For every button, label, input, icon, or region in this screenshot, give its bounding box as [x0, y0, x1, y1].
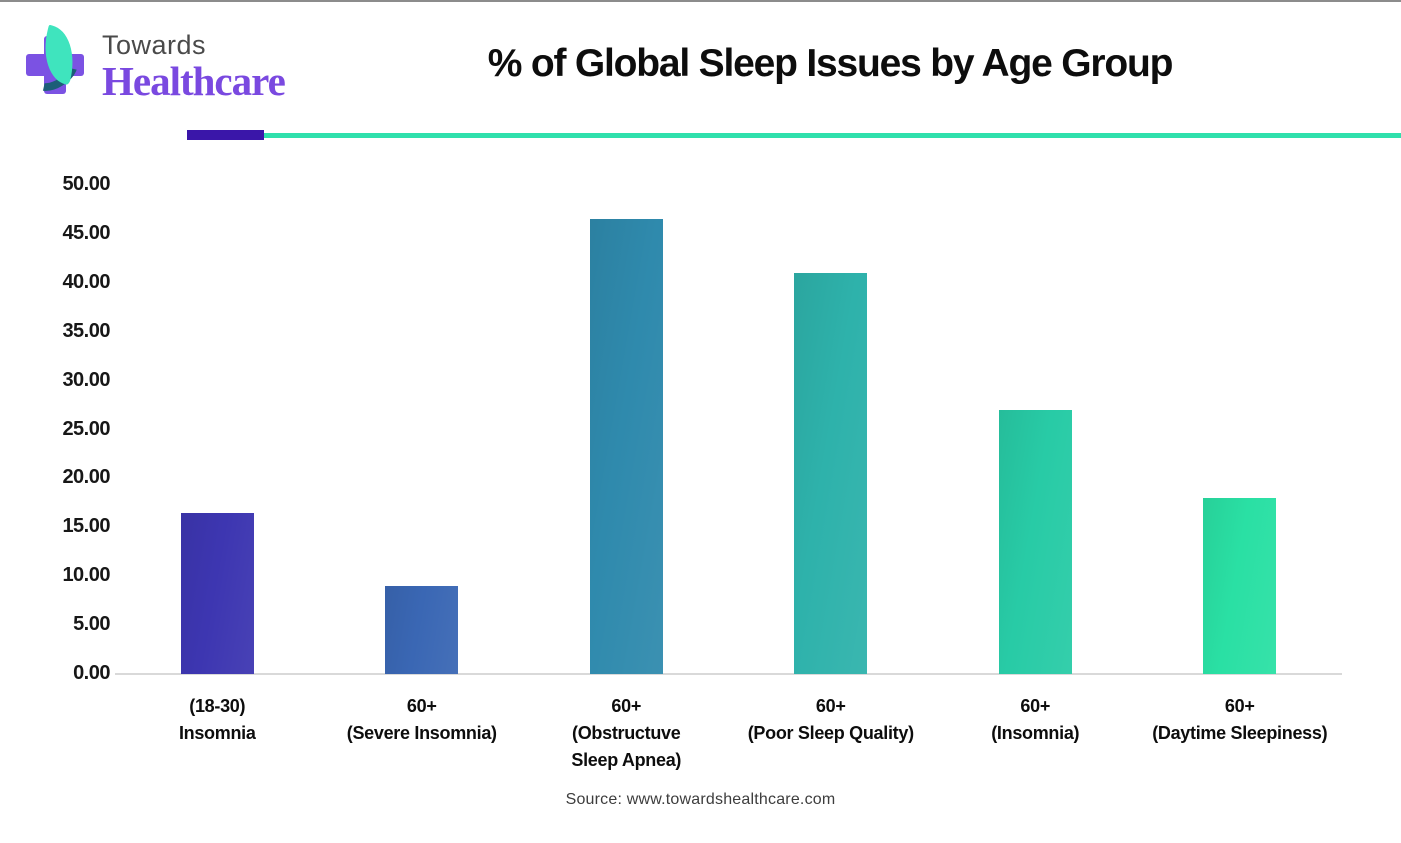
category-label-line: (Poor Sleep Quality): [747, 723, 914, 743]
category-label: 60+ (Severe Insomnia): [308, 693, 537, 747]
y-tick-label: 40.00: [62, 270, 110, 293]
category-label: 60+ (Daytime Sleepiness): [1126, 693, 1355, 747]
category-label: 60+ (Insomnia): [921, 693, 1150, 747]
category-label-line: Insomnia: [178, 723, 256, 743]
divider-line: [263, 133, 1401, 138]
bar: [589, 219, 663, 674]
y-tick-label: 35.00: [62, 319, 110, 342]
category-label-line: 60+: [1020, 696, 1051, 716]
category-label-line: (Severe Insomnia): [346, 723, 497, 743]
category-label-line: 60+: [815, 696, 846, 716]
towards-healthcare-logo: Towards Healthcare: [22, 24, 326, 112]
category-label: 60+ (Obstructuve Sleep Apnea): [512, 693, 741, 774]
category-label-line: 60+: [611, 696, 642, 716]
category-label: 60+ (Poor Sleep Quality): [717, 693, 946, 747]
bar: [1203, 497, 1277, 674]
category-label-line: 60+: [1224, 696, 1255, 716]
x-axis-line: [115, 673, 1342, 675]
category-label-line: (18-30): [189, 696, 246, 716]
y-tick-label: 20.00: [62, 466, 110, 489]
y-tick-label: 5.00: [73, 613, 110, 636]
y-tick-label: 30.00: [62, 368, 110, 391]
chart-title: % of Global Sleep Issues by Age Group: [487, 42, 1174, 85]
logo-towards-text: Towards: [102, 30, 207, 60]
bar: [998, 409, 1072, 674]
category-label-line: (Obstructuve: [572, 723, 681, 743]
y-tick-label: 10.00: [62, 564, 110, 587]
logo-mark-icon: [22, 24, 90, 106]
category-label-line: (Daytime Sleepiness): [1152, 723, 1328, 743]
category-label-line: (Insomnia): [991, 723, 1080, 743]
category-label-line: 60+: [406, 696, 437, 716]
y-tick-label: 25.00: [62, 417, 110, 440]
y-tick-label: 15.00: [62, 515, 110, 538]
bar: [180, 512, 254, 674]
y-tick-label: 45.00: [62, 221, 110, 244]
category-label-line: Sleep Apnea): [571, 750, 682, 770]
logo-healthcare-text: Healthcare: [102, 58, 286, 104]
y-tick-label: 0.00: [73, 662, 110, 684]
category-label: (18-30) Insomnia: [103, 693, 332, 747]
source-caption: Source: www.towardshealthcare.com: [565, 791, 836, 808]
y-tick-label: 50.00: [62, 173, 110, 195]
bar: [794, 273, 868, 674]
bar: [385, 585, 459, 674]
logo-text: Towards Healthcare: [102, 28, 286, 112]
divider-accent: [187, 130, 264, 140]
